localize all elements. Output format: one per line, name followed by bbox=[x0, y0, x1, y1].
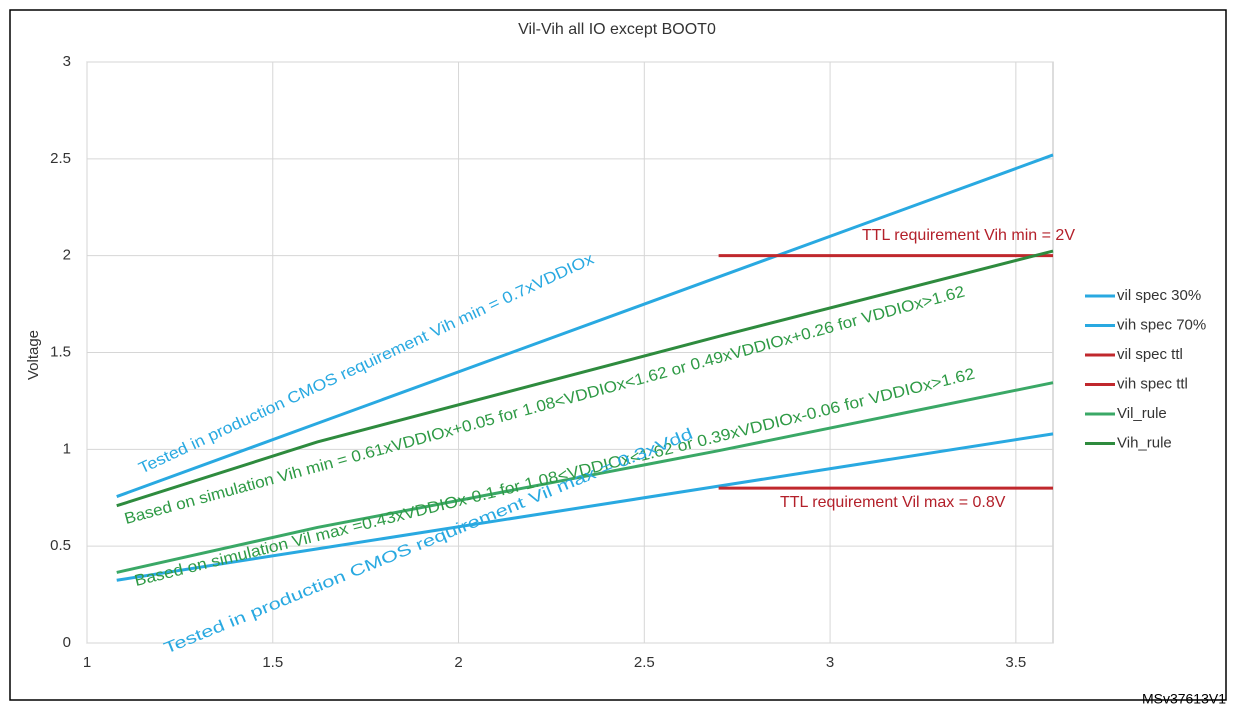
legend-label: vih spec 70% bbox=[1117, 316, 1206, 333]
y-axis-label: Voltage bbox=[25, 330, 42, 380]
x-tick-label: 3.5 bbox=[1005, 654, 1026, 671]
x-tick-label: 3 bbox=[826, 654, 834, 671]
y-tick-label: 2.5 bbox=[50, 150, 71, 167]
y-tick-label: 2 bbox=[63, 247, 71, 264]
frame bbox=[9, 9, 1227, 701]
legend-label: Vil_rule bbox=[1117, 405, 1167, 422]
y-tick-label: 1.5 bbox=[50, 343, 71, 360]
annotation: TTL requirement Vih min = 2V bbox=[862, 227, 1075, 244]
x-tick-label: 2.5 bbox=[634, 654, 655, 671]
chart-title: Vil-Vih all IO except BOOT0 bbox=[518, 21, 716, 38]
y-tick-label: 0 bbox=[63, 634, 71, 651]
legend-label: vih spec ttl bbox=[1117, 375, 1188, 392]
x-tick-label: 1.5 bbox=[262, 654, 283, 671]
y-tick-label: 3 bbox=[63, 53, 71, 70]
x-tick-label: 2 bbox=[454, 654, 462, 671]
annotation: Tested in production CMOS requirement Vi… bbox=[136, 251, 596, 478]
legend-label: vil spec ttl bbox=[1117, 346, 1183, 363]
series-line bbox=[116, 432, 1054, 582]
series-line bbox=[116, 381, 1054, 574]
y-tick-label: 0.5 bbox=[50, 537, 71, 554]
legend-label: Vih_rule bbox=[1117, 434, 1172, 451]
annotation: TTL requirement Vil max = 0.8V bbox=[780, 494, 1006, 511]
legend-label: vil spec 30% bbox=[1117, 287, 1201, 304]
x-tick-label: 1 bbox=[83, 654, 91, 671]
y-tick-label: 1 bbox=[63, 440, 71, 457]
series-line bbox=[116, 249, 1054, 508]
series-line bbox=[116, 153, 1054, 498]
annotation: Tested in production CMOS requirement Vi… bbox=[162, 426, 696, 658]
footer: MSv37613V1 bbox=[1142, 691, 1226, 707]
